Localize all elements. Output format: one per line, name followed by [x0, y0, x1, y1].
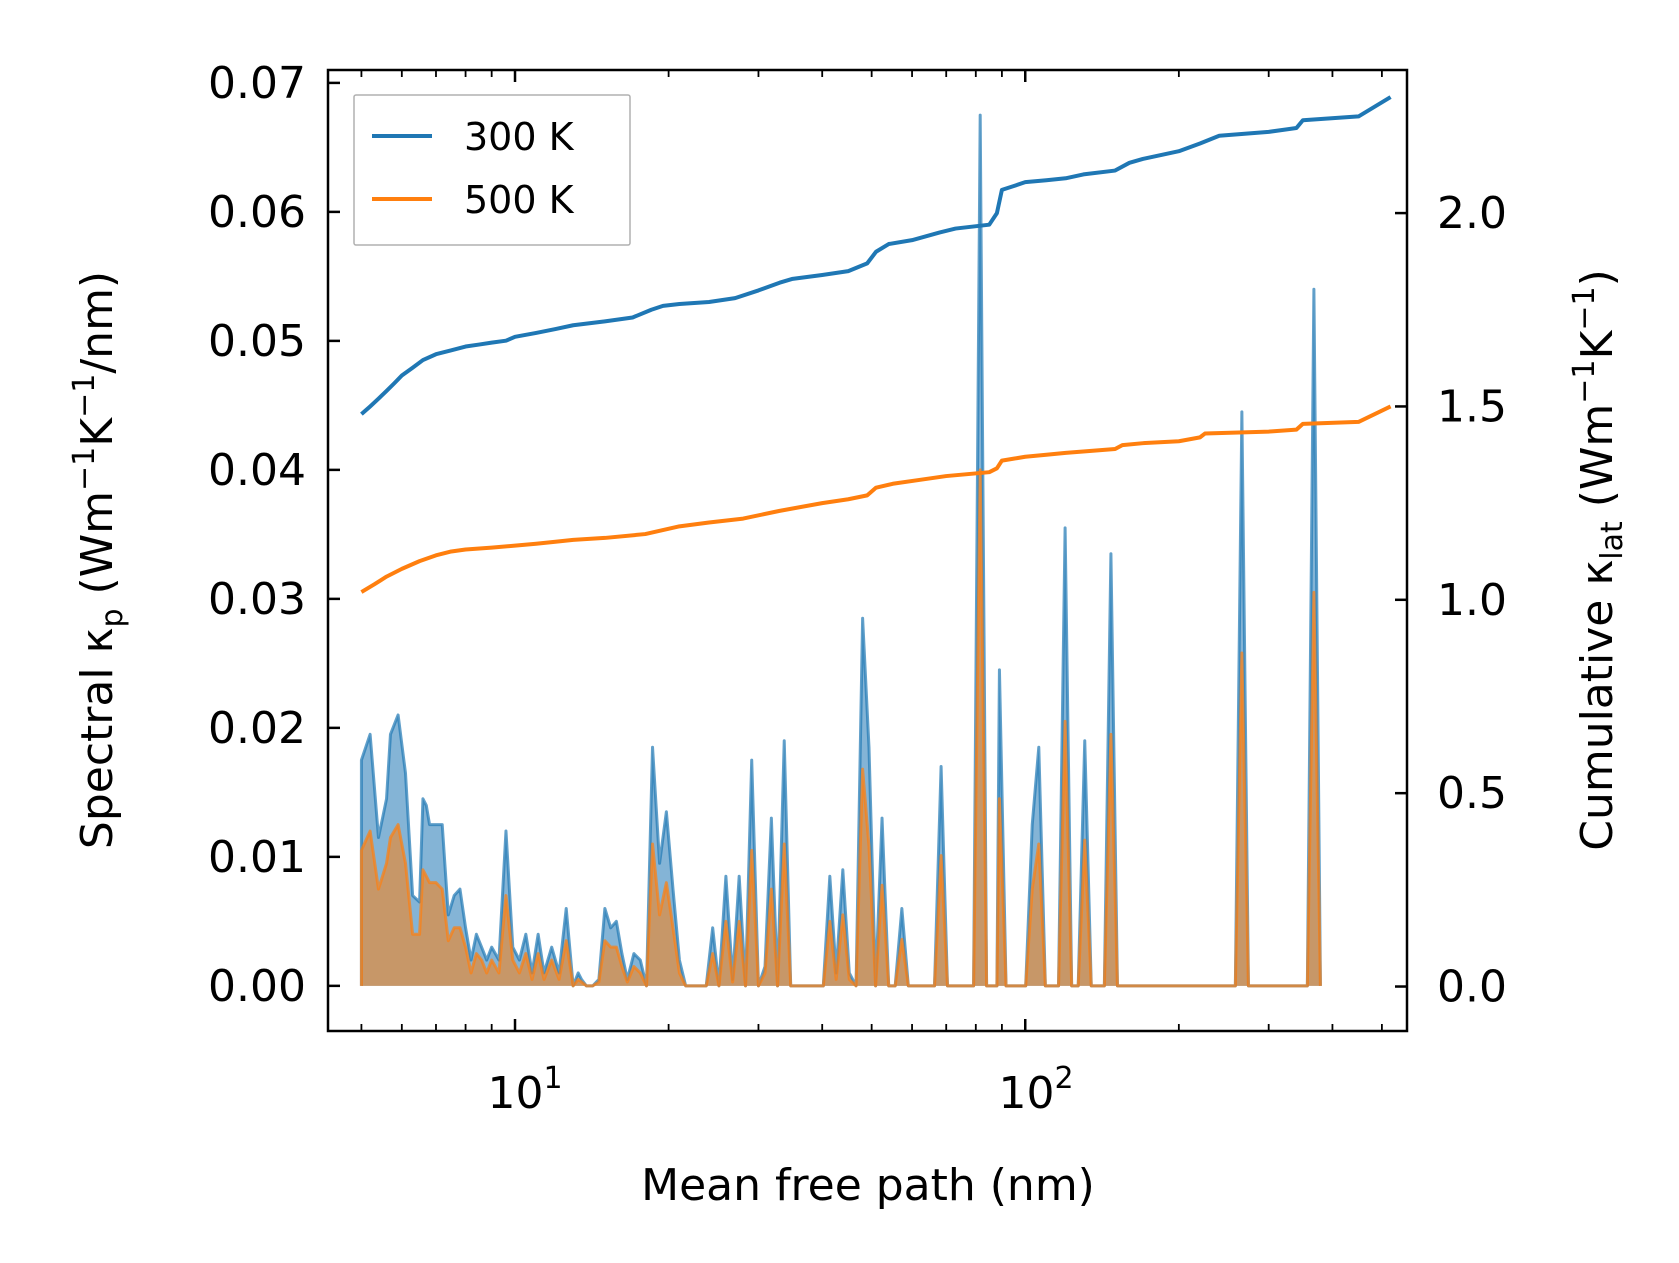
- spectral-line-500k: [359, 468, 1322, 988]
- y-left-tick-label: 0.06: [208, 187, 306, 238]
- y-left-tick-label: 0.04: [208, 445, 306, 496]
- cumulative-line-500k: [360, 404, 1392, 594]
- y-left-tick-label: 0.05: [208, 316, 306, 367]
- y-left-tick-label: 0.01: [208, 832, 306, 883]
- tick-layer: [328, 70, 1407, 1031]
- spectral-area-layer: [359, 113, 1322, 988]
- cumulative-line-layer: [360, 95, 1392, 594]
- cumulative-line-300k: [360, 95, 1392, 416]
- legend-label-300k: 300 K: [464, 115, 575, 159]
- y-right-axis-label: Cumulative κlat (Wm−1K−1): [1567, 269, 1630, 851]
- spectral-area-500k: [361, 469, 1321, 986]
- spectral-area-300k: [361, 115, 1321, 986]
- y-left-tick-label: 0.07: [208, 58, 306, 109]
- x-tick-labels: 101 102: [487, 1061, 1073, 1119]
- y-right-tick-label: 0.0: [1437, 962, 1507, 1013]
- legend-label-500k: 500 K: [464, 178, 575, 222]
- x-tick-label: 101: [487, 1061, 562, 1119]
- y-right-tick-label: 1.5: [1437, 381, 1507, 432]
- y-right-tick-label: 1.0: [1437, 575, 1507, 626]
- y-left-axis-label: Spectral κp (Wm−1K−1/nm): [67, 271, 130, 849]
- x-axis-label: Mean free path (nm): [641, 1160, 1095, 1211]
- legend-box: [353, 94, 631, 246]
- y-left-tick-label: 0.02: [208, 703, 306, 754]
- y-left-tick-labels: 0.00 0.01 0.02 0.03 0.04 0.05 0.06 0.07: [208, 58, 306, 1012]
- y-left-tick-label: 0.03: [208, 574, 306, 625]
- x-tick-label: 102: [998, 1061, 1073, 1119]
- y-right-tick-label: 0.5: [1437, 768, 1507, 819]
- legend: 300 K 500 K: [353, 94, 631, 246]
- y-right-tick-labels: 0.0 0.5 1.0 1.5 2.0: [1437, 188, 1507, 1012]
- plot-frame: [326, 68, 1409, 1033]
- y-left-tick-label: 0.00: [208, 961, 306, 1012]
- y-right-tick-label: 2.0: [1437, 188, 1507, 239]
